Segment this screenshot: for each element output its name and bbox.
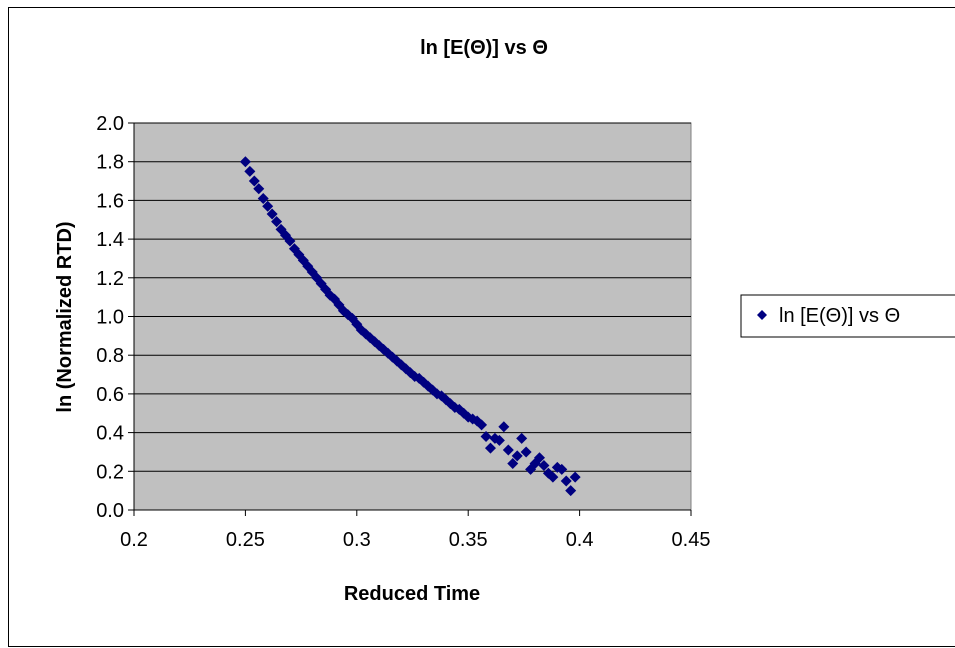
data-point (560, 475, 572, 487)
data-point (297, 254, 309, 266)
data-point (507, 458, 519, 470)
y-tick-label: 1.2 (96, 268, 124, 290)
x-tick-label: 0.25 (226, 529, 265, 551)
data-point (502, 444, 514, 456)
y-tick-label: 1.6 (96, 190, 124, 212)
x-tick-label: 0.35 (449, 529, 488, 551)
data-point (293, 249, 305, 261)
y-tick-label: 0.8 (96, 345, 124, 367)
data-point (520, 446, 532, 458)
data-point (262, 200, 274, 212)
data-point (498, 421, 510, 433)
data-point (239, 156, 251, 168)
data-point (565, 485, 577, 497)
y-tick-label: 0.6 (96, 384, 124, 406)
y-tick-label: 0.0 (96, 500, 124, 522)
data-point (248, 175, 260, 187)
data-point (516, 432, 528, 444)
data-point (480, 430, 492, 442)
chart-svg: ln [E(Θ)] vs Θ 0.0 0.2 0.4 0.6 0.8 1.0 1.2 1.4 1… (54, 37, 955, 605)
x-tick-label: 0.3 (343, 529, 371, 551)
y-tick-label: 1.8 (96, 152, 124, 174)
data-point (547, 471, 559, 483)
grid-lines (128, 122, 692, 516)
legend-marker-diamond (757, 310, 767, 320)
y-tick-label: 0.4 (96, 423, 124, 445)
data-point (284, 235, 296, 247)
x-axis-title: Reduced Time (344, 583, 480, 605)
y-axis-title: ln (Normalized RTD) (54, 221, 76, 412)
data-point (476, 419, 488, 431)
x-tick-label: 0.2 (120, 529, 148, 551)
data-point (257, 192, 269, 204)
y-axis-tick-labels: 0.0 0.2 0.4 0.6 0.8 1.0 1.2 1.4 1.6 1.8 2.0 (96, 113, 124, 522)
data-point (244, 165, 256, 177)
legend-label: ln [E(Θ)] vs Θ (779, 305, 900, 327)
data-point (511, 450, 523, 462)
data-point (253, 183, 265, 195)
data-point (538, 459, 550, 471)
y-tick-label: 1.4 (96, 229, 124, 251)
x-tick-label: 0.4 (566, 529, 594, 551)
data-point (493, 434, 505, 446)
y-tick-label: 1.0 (96, 307, 124, 329)
y-tick-label: 0.2 (96, 461, 124, 483)
data-point (533, 452, 545, 464)
data-point (569, 471, 581, 483)
data-point (484, 442, 496, 454)
chart-area: ln [E(Θ)] vs Θ 0.0 0.2 0.4 0.6 0.8 1.0 1.2 1.4 1… (8, 7, 955, 647)
data-points (239, 156, 581, 497)
x-tick-label: 0.45 (672, 529, 711, 551)
x-axis-tick-labels: 0.2 0.25 0.3 0.35 0.4 0.45 (120, 529, 710, 551)
data-point (266, 208, 278, 220)
chart-title: ln [E(Θ)] vs Θ (420, 37, 548, 59)
data-point (271, 216, 283, 228)
data-point (556, 463, 568, 475)
legend: ln [E(Θ)] vs Θ (740, 294, 955, 338)
legend-box (740, 294, 955, 338)
y-tick-label: 2.0 (96, 113, 124, 135)
